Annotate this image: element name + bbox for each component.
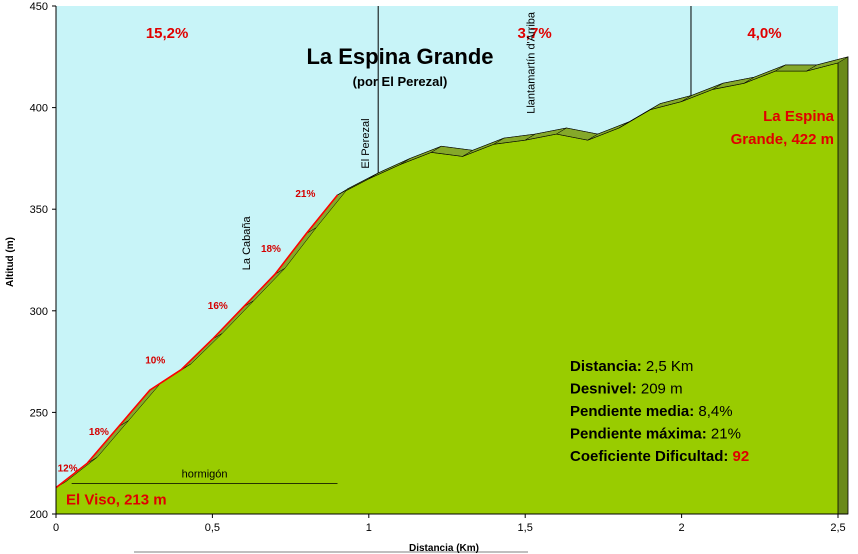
y-tick-label-5: 450 [30, 1, 48, 13]
climb-line [55, 194, 339, 489]
y-tick-label-3: 350 [30, 204, 48, 216]
chart-subtitle: (por El Perezal) [353, 74, 448, 89]
place-label-1: La Cabaña [241, 216, 253, 271]
stat-4: Pendiente máxima: 21% [570, 426, 741, 443]
start-label: El Viso, 213 m [66, 492, 167, 509]
segment-grade-5: 18% [261, 244, 281, 255]
stat-value-1: 2,5 Km [646, 358, 694, 375]
y-axis-label: Altitud (m) [5, 237, 16, 287]
axes [55, 6, 848, 553]
stat-3: Pendiente media: 8,4% [570, 403, 733, 420]
stat-label-4: Pendiente máxima: [570, 426, 711, 443]
stat-value-5: 92 [733, 448, 750, 465]
segment-grade-3: 10% [145, 356, 165, 367]
stat-5: Coeficiente Dificultad: 92 [570, 448, 749, 465]
section-grade-1: 15,2% [146, 25, 189, 42]
x-tick-label-2: 1 [366, 522, 372, 534]
stat-value-4: 21% [711, 426, 741, 443]
x-axis-label: Distancia (Km) [409, 543, 479, 554]
place-label-2: El Perezal [360, 118, 372, 168]
x-tick-label-3: 1,5 [518, 522, 533, 534]
stat-label-3: Pendiente media: [570, 403, 698, 420]
y-tick-labels: 200 250 300 350 400 450 [30, 1, 56, 521]
y-tick-label-0: 200 [30, 509, 48, 521]
y-tick-label-4: 400 [30, 103, 48, 115]
segment-grade-1: 12% [58, 463, 78, 474]
chart-title: La Espina Grande [306, 44, 493, 69]
end-label-line-2: Grande, 422 m [731, 131, 834, 148]
y-tick-label-1: 250 [30, 407, 48, 419]
x-tick-label-1: 0,5 [205, 522, 220, 534]
end-label-line-1: La Espina [763, 108, 835, 125]
section-grade-2: 3,7% [517, 25, 551, 42]
place-label-3: Llantamartín d'Arriba [526, 11, 538, 114]
segment-grade-2: 18% [89, 427, 109, 438]
x-tick-label-0: 0 [53, 522, 59, 534]
stat-label-5: Coeficiente Dificultad: [570, 448, 733, 465]
stat-2: Desnivel: 209 m [570, 381, 683, 398]
surface-label: hormigón [182, 468, 228, 480]
stat-1: Distancia: 2,5 Km [570, 358, 693, 375]
stat-value-3: 8,4% [698, 403, 732, 420]
x-tick-label-4: 2 [679, 522, 685, 534]
segment-grade-6: 21% [295, 189, 315, 200]
y-tick-label-2: 300 [30, 306, 48, 318]
x-tick-label-5: 2,5 [830, 522, 845, 534]
terrain-top-strip-24 [806, 56, 849, 72]
x-tick-labels: 0 0,5 1 1,5 2 2,5 [53, 514, 846, 534]
stat-label-1: Distancia: [570, 358, 646, 375]
terrain-profile [55, 56, 849, 515]
section-grade-3: 4,0% [747, 25, 781, 42]
stat-label-2: Desnivel: [570, 381, 641, 398]
annotations: 15,2% 3,7% 4,0% 12% 18% 10% 16% 18% 21% La Cabaña… [58, 11, 835, 508]
segment-grade-4: 16% [208, 301, 228, 312]
stat-value-2: 209 m [641, 381, 683, 398]
